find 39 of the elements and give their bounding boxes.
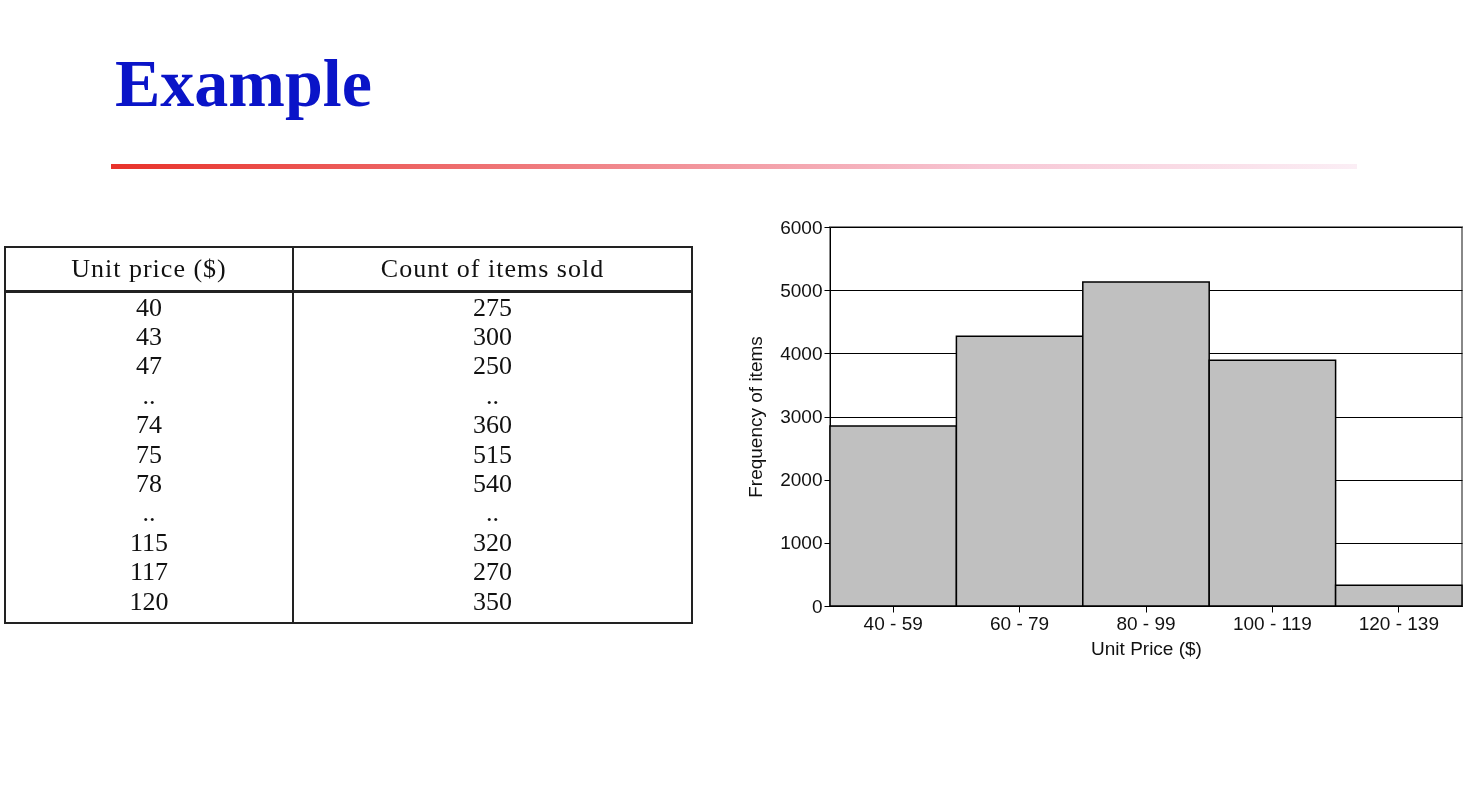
text: 117 (5, 557, 293, 587)
y-tick-label: 0 (811, 595, 823, 617)
x-tick-label: 80 - 99 (1116, 612, 1176, 634)
text: 350 (293, 586, 692, 624)
x-tick-label: 120 - 139 (1358, 612, 1439, 634)
x-tick-label: 60 - 79 (990, 612, 1050, 634)
text: Example (115, 44, 372, 123)
text: .. (293, 498, 692, 529)
y-tick-label: 5000 (780, 279, 823, 301)
text: 320 (293, 527, 692, 558)
text: .. (293, 380, 692, 411)
text: 540 (293, 469, 692, 499)
text: 115 (5, 527, 293, 558)
y-tick-label: 1000 (780, 532, 823, 554)
text: 515 (293, 439, 692, 470)
text: 360 (293, 410, 692, 440)
text: .. (5, 380, 293, 411)
text: 250 (293, 351, 692, 382)
text: .. (5, 498, 293, 529)
text: 47 (5, 351, 293, 382)
text: 75 (5, 439, 293, 470)
y-tick-label: 3000 (780, 406, 823, 427)
y-axis-title: Frequency of items (745, 336, 767, 498)
text: 275 (293, 291, 692, 323)
text: Count of items sold (293, 247, 692, 292)
text: 120 (5, 586, 293, 624)
x-tick-label: 100 - 119 (1232, 612, 1312, 634)
text: 74 (5, 410, 293, 440)
text: 43 (5, 322, 293, 352)
text: 40 (5, 291, 293, 323)
y-tick-label: 4000 (780, 342, 823, 364)
y-tick-label: 6000 (780, 216, 823, 238)
text: 78 (5, 469, 293, 499)
x-tick-label: 40 - 59 (863, 612, 923, 634)
text: 300 (293, 322, 692, 352)
x-axis-title: Unit Price ($) (1091, 637, 1202, 659)
text: 270 (293, 557, 692, 587)
text: Unit price ($) (5, 247, 293, 292)
y-tick-label: 2000 (780, 469, 823, 491)
